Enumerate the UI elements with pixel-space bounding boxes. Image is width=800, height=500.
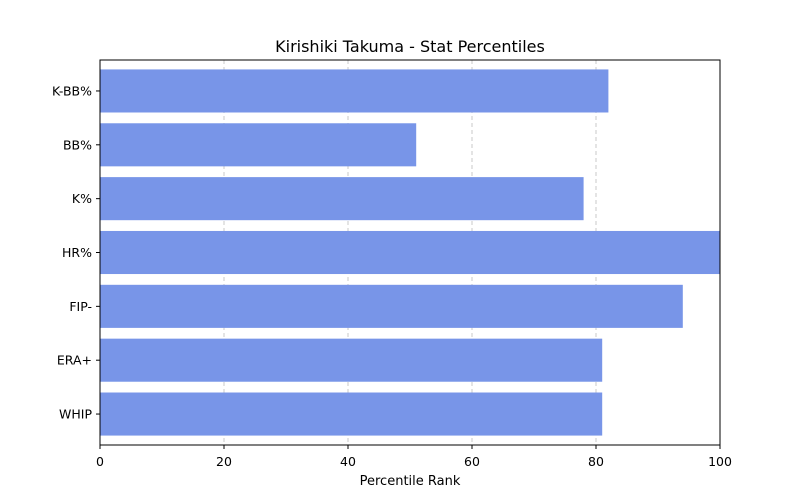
y-tick-label: WHIP	[59, 407, 92, 422]
x-tick-label: 100	[708, 454, 732, 469]
y-tick-label: BB%	[63, 137, 92, 152]
x-tick-label: 60	[464, 454, 480, 469]
y-tick-label: FIP-	[69, 299, 92, 314]
x-axis-label: Percentile Rank	[360, 474, 461, 489]
x-tick-label: 80	[588, 454, 604, 469]
y-tick-label: K%	[72, 191, 92, 206]
chart-title: Kirishiki Takuma - Stat Percentiles	[275, 37, 545, 56]
y-tick-label: K-BB%	[52, 83, 92, 98]
bar-fip-	[100, 284, 683, 328]
bar-hr-	[100, 230, 720, 275]
x-axis-ticks: 0 20 40 60 80 100	[96, 445, 732, 469]
bar-whip	[100, 392, 603, 436]
bars	[100, 69, 720, 436]
y-tick-label: ERA+	[57, 353, 92, 368]
bar-bb-	[100, 123, 417, 167]
bar-k-	[100, 177, 584, 221]
bar-era-	[100, 338, 603, 382]
x-tick-label: 40	[340, 454, 356, 469]
x-tick-label: 0	[96, 454, 104, 469]
bar-k-bb-	[100, 69, 609, 113]
x-tick-label: 20	[216, 454, 232, 469]
y-axis-ticks: K-BB% BB% K% HR% FIP- ERA+ WHIP	[52, 83, 100, 422]
y-tick-label: HR%	[62, 245, 92, 260]
